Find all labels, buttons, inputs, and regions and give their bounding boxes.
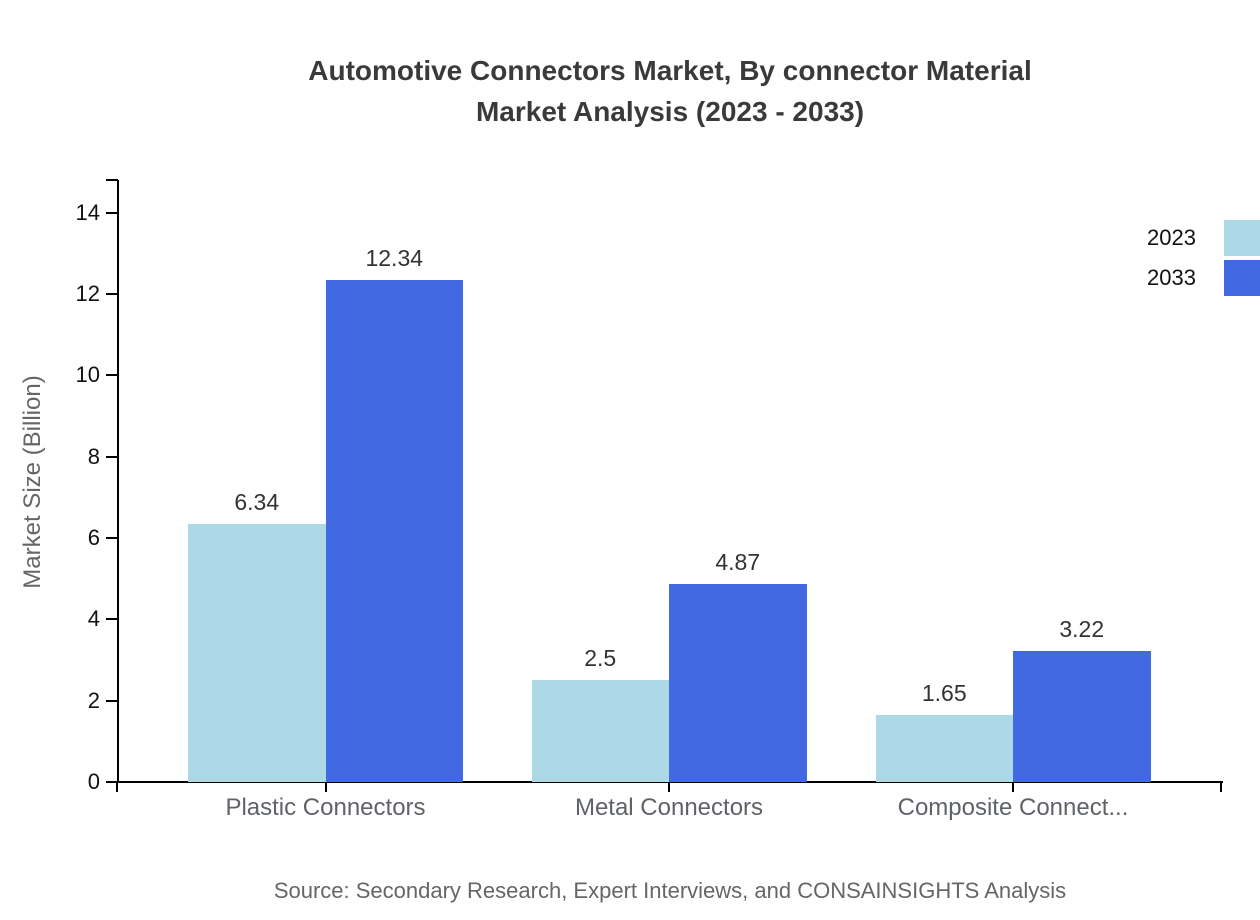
x-tick bbox=[668, 781, 670, 792]
bar-2023-0 bbox=[188, 524, 326, 782]
y-tick-label: 0 bbox=[87, 769, 100, 794]
category-label: Metal Connectors bbox=[574, 794, 764, 821]
bar-value-label: 3.22 bbox=[1059, 616, 1105, 643]
bar-2033-0 bbox=[325, 280, 463, 782]
legend-label: 2023 bbox=[1147, 225, 1196, 250]
y-axis-cap-tick bbox=[106, 179, 118, 181]
x-tick bbox=[1012, 781, 1014, 792]
y-tick-label: 12 bbox=[75, 280, 100, 306]
bar-value-label: 2.5 bbox=[584, 645, 617, 672]
category-label: Composite Connect... bbox=[897, 794, 1129, 821]
chart-title-line1: Automotive Connectors Market, By connect… bbox=[308, 55, 1032, 86]
bar-value-label: 4.87 bbox=[715, 548, 761, 575]
source-note: Source: Secondary Research, Expert Inter… bbox=[273, 878, 1067, 903]
y-tick bbox=[106, 455, 118, 458]
bar-value-label: 1.65 bbox=[921, 679, 967, 706]
y-tick-label: 2 bbox=[87, 687, 100, 713]
x-tick bbox=[116, 781, 118, 792]
y-tick bbox=[106, 211, 118, 214]
y-axis-line bbox=[117, 180, 119, 783]
y-tick-label: 8 bbox=[87, 443, 100, 469]
bar-2023-1 bbox=[531, 680, 669, 782]
category-label: Plastic Connectors bbox=[225, 794, 426, 821]
y-tick bbox=[106, 618, 118, 621]
bar-value-label: 12.34 bbox=[365, 245, 424, 272]
x-tick bbox=[324, 781, 327, 792]
y-tick-label: 10 bbox=[75, 362, 100, 388]
chart-title: Automotive Connectors Market, By connect… bbox=[118, 50, 1222, 132]
x-axis-line bbox=[117, 781, 1223, 783]
y-tick-label: 4 bbox=[87, 606, 100, 632]
bar-2033-2 bbox=[1013, 651, 1151, 782]
legend-label: 2033 bbox=[1147, 265, 1196, 290]
bar-2023-2 bbox=[875, 714, 1013, 782]
y-tick-label: 6 bbox=[87, 524, 100, 550]
bar-value-label: 6.34 bbox=[234, 489, 280, 516]
y-tick bbox=[106, 781, 118, 783]
legend-swatch-2033 bbox=[1224, 260, 1260, 296]
y-tick-label: 14 bbox=[75, 199, 100, 225]
y-tick bbox=[106, 292, 118, 295]
bar-2033-1 bbox=[669, 583, 807, 782]
y-tick bbox=[106, 699, 118, 702]
legend-swatch-2023 bbox=[1224, 220, 1260, 256]
y-tick bbox=[106, 536, 118, 539]
chart-title-line2: Market Analysis (2023 - 2033) bbox=[475, 96, 865, 127]
y-tick bbox=[106, 374, 118, 377]
x-tick bbox=[1220, 781, 1222, 792]
